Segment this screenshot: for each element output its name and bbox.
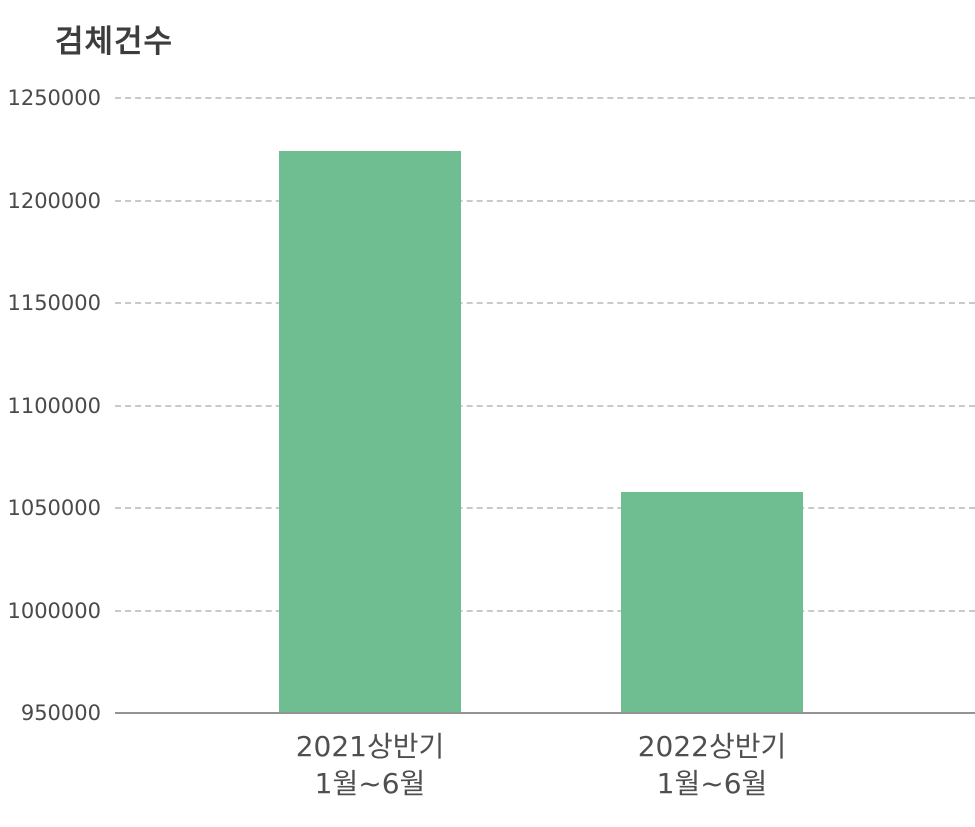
gridline	[115, 199, 975, 202]
y-tick-label: 1150000	[7, 291, 101, 315]
y-tick-label: 950000	[20, 701, 101, 725]
gridline	[115, 302, 975, 304]
y-tick-label: 1050000	[7, 496, 101, 520]
bar-1	[279, 151, 461, 712]
gridline	[115, 97, 975, 99]
bar-2	[621, 491, 803, 712]
gridline	[115, 507, 975, 509]
x-category-label-line: 2022상반기	[637, 730, 787, 763]
y-tick-label: 1250000	[7, 86, 101, 110]
x-axis-line	[115, 712, 975, 714]
x-category-label: 2022상반기 1월~6월	[638, 729, 787, 803]
y-tick-label: 1000000	[7, 598, 101, 623]
y-tick-label: 1100000	[7, 393, 101, 418]
x-category-label-line: 2021상반기	[295, 730, 445, 763]
gridline	[115, 404, 975, 407]
chart-title: 검체건수	[55, 24, 174, 60]
x-category-label-line: 1월~6월	[656, 766, 768, 800]
x-category-label: 2021상반기 1월~6월	[296, 729, 445, 803]
x-category-label-line: 1월~6월	[314, 766, 426, 800]
gridline	[115, 609, 975, 612]
y-tick-label: 1200000	[7, 188, 101, 213]
